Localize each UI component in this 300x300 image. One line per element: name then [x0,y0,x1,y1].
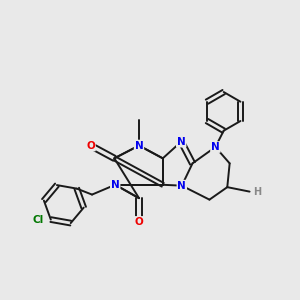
Text: N: N [211,142,220,152]
Text: Cl: Cl [33,214,44,225]
Text: O: O [135,217,143,227]
Text: H: H [253,187,261,196]
Text: N: N [111,180,120,190]
Text: N: N [177,181,186,191]
Text: N: N [177,137,186,147]
Text: O: O [86,140,95,151]
Text: N: N [135,140,143,151]
